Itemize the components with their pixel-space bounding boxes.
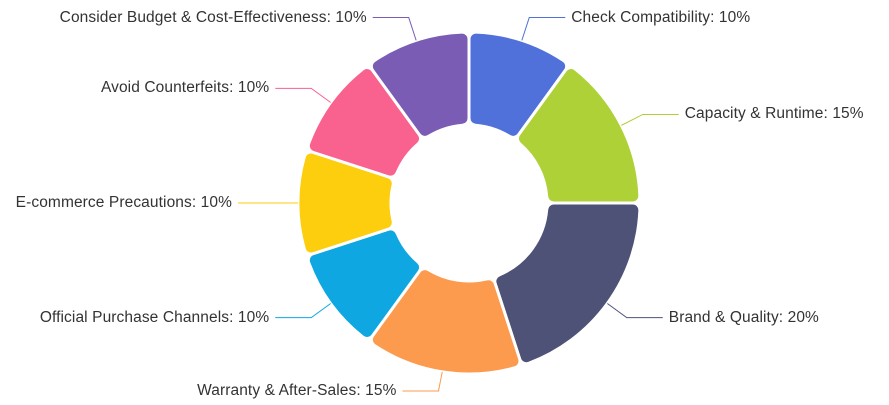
label-line-warranty-after-sales — [402, 371, 443, 392]
slice-label-consider-budget-cost-effectiveness: Consider Budget & Cost-Effectiveness: 10… — [59, 8, 367, 26]
slice-label-check-compatibility: Check Compatibility: 10% — [571, 8, 751, 26]
slice-label-brand-quality: Brand & Quality: 20% — [668, 308, 819, 326]
label-line-brand-quality — [607, 303, 663, 319]
slice-label-warranty-after-sales: Warranty & After-Sales: 15% — [197, 382, 397, 399]
label-line-consider-budget-cost-effectiveness — [372, 17, 417, 41]
slice-label-avoid-counterfeits: Avoid Counterfeits: 10% — [100, 79, 270, 97]
label-line-capacity-runtime — [621, 113, 679, 126]
slice-label-e-commerce-precautions: E-commerce Precautions: 10% — [15, 194, 232, 211]
label-line-official-purchase-channels — [275, 303, 331, 319]
slice-label-official-purchase-channels: Official Purchase Channels: 10% — [39, 308, 270, 326]
pie-slice-brand-quality[interactable] — [493, 201, 642, 366]
label-line-check-compatibility — [521, 17, 566, 41]
pie-slice-consider-budget-cost-effectiveness[interactable] — [369, 30, 471, 139]
slice-label-capacity-runtime: Capacity & Runtime: 15% — [684, 105, 864, 123]
label-line-avoid-counterfeits — [275, 87, 331, 103]
